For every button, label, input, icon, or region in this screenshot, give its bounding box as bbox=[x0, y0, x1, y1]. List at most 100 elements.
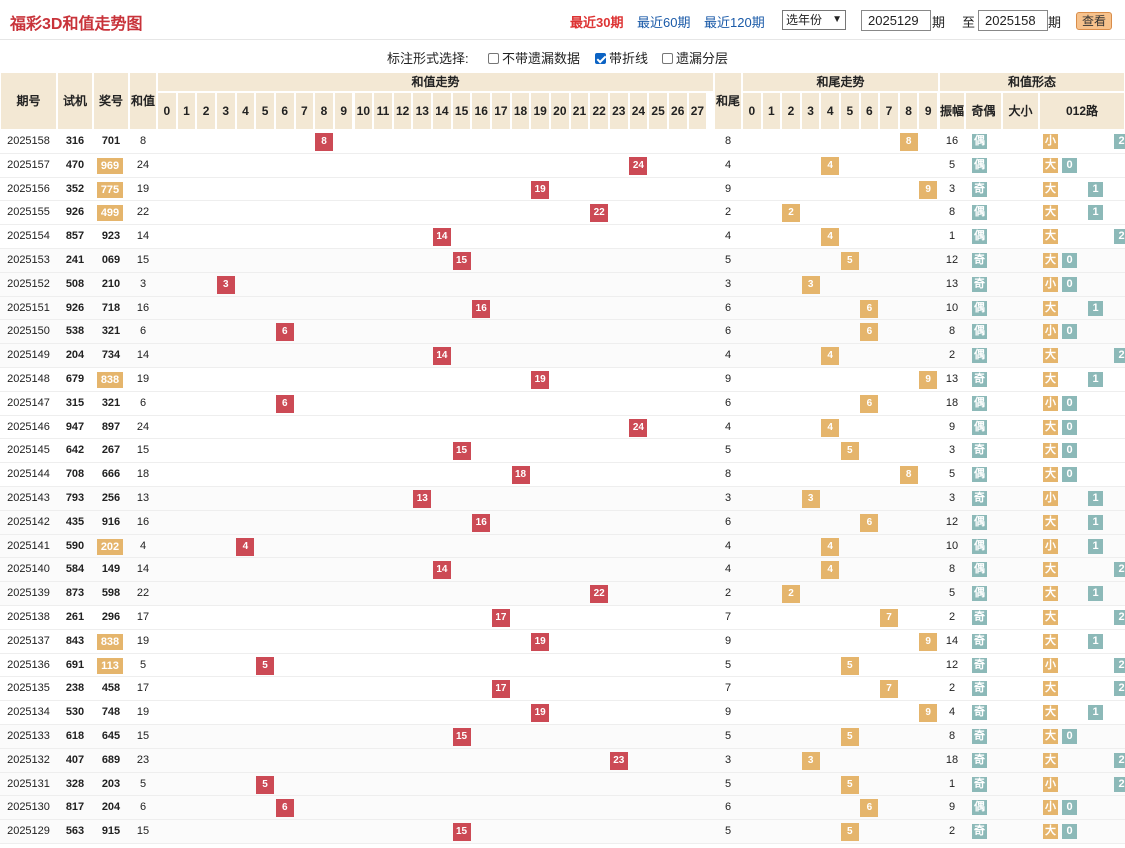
oe-tag: 偶 bbox=[972, 134, 987, 149]
sum-miss-cell bbox=[629, 701, 649, 725]
tail-marker: 9 bbox=[919, 180, 938, 199]
sum-miss-cell bbox=[570, 178, 590, 202]
table-row bbox=[0, 463, 1125, 487]
sum-miss-cell bbox=[609, 320, 629, 344]
option-no-omission[interactable]: 不带遗漏数据 bbox=[488, 48, 580, 67]
r012-tag: 0 bbox=[1062, 800, 1077, 816]
sum-miss-cell bbox=[295, 487, 315, 511]
tail-marker: 4 bbox=[821, 347, 840, 366]
year-select[interactable]: 选年份 ▼ bbox=[782, 10, 846, 30]
tail-marker: 6 bbox=[860, 323, 879, 342]
sum-miss-cell bbox=[354, 535, 374, 559]
sum-miss-cell bbox=[432, 820, 452, 844]
sum-miss-cell bbox=[393, 463, 413, 487]
tail-marker: 5 bbox=[840, 823, 859, 842]
sum-miss-cell bbox=[216, 392, 236, 416]
to-issue-input[interactable]: 2025158 bbox=[978, 10, 1048, 31]
sum-miss-cell bbox=[314, 606, 334, 630]
sum-miss-cell bbox=[471, 749, 491, 773]
sum-miss-cell bbox=[648, 392, 668, 416]
sum-marker: 8 bbox=[315, 132, 334, 151]
sum-miss-cell bbox=[668, 773, 688, 797]
sum-cell: 24 bbox=[136, 420, 150, 433]
bs-tag: 大 bbox=[1043, 229, 1058, 245]
range-60-link[interactable]: 最近60期 bbox=[637, 15, 691, 30]
checkbox-omission-layer[interactable] bbox=[662, 53, 673, 64]
oe-tag: 奇 bbox=[972, 824, 987, 840]
sum-miss-cell bbox=[570, 582, 590, 606]
sum-miss-cell bbox=[157, 558, 177, 582]
view-button[interactable]: 查看 bbox=[1076, 12, 1112, 30]
sum-miss-cell bbox=[255, 154, 275, 178]
tail-marker: 9 bbox=[919, 370, 938, 389]
sum-miss-cell bbox=[314, 463, 334, 487]
header-tail-col: 2 bbox=[781, 92, 801, 130]
checkbox-polyline[interactable] bbox=[595, 53, 606, 64]
issue-cell: 2025141 bbox=[7, 539, 50, 552]
sum-miss-cell bbox=[648, 463, 668, 487]
sum-miss-cell bbox=[629, 225, 649, 249]
sum-marker: 24 bbox=[629, 418, 648, 437]
sum-miss-cell bbox=[688, 487, 708, 511]
sum-miss-cell bbox=[432, 773, 452, 797]
sum-miss-cell bbox=[452, 535, 472, 559]
header-prize: 奖号 bbox=[93, 72, 129, 130]
option-omission-layer[interactable]: 遗漏分层 bbox=[662, 48, 728, 67]
header-tail-col: 8 bbox=[898, 92, 919, 130]
tail-cell: 7 bbox=[724, 611, 732, 623]
sum-miss-cell bbox=[216, 249, 236, 273]
header-sum-col: 9 bbox=[333, 92, 354, 130]
sum-miss-cell bbox=[177, 725, 197, 749]
sum-miss-cell bbox=[412, 463, 432, 487]
sum-miss-cell bbox=[570, 392, 590, 416]
oe-tag: 奇 bbox=[972, 276, 987, 292]
option-polyline[interactable]: 带折线 bbox=[595, 48, 648, 67]
sum-miss-cell bbox=[688, 249, 708, 273]
sum-miss-cell bbox=[157, 725, 177, 749]
sum-miss-cell bbox=[570, 249, 590, 273]
sum-miss-cell bbox=[314, 249, 334, 273]
checkbox-no-omission[interactable] bbox=[488, 53, 499, 64]
sum-miss-cell bbox=[530, 392, 550, 416]
sum-miss-cell bbox=[196, 558, 216, 582]
sum-marker: 4 bbox=[236, 537, 255, 556]
tail-cell: 9 bbox=[724, 182, 732, 195]
sum-miss-cell bbox=[432, 463, 452, 487]
oe-tag: 偶 bbox=[972, 467, 987, 483]
prize-cell: 916 bbox=[101, 515, 121, 528]
amp-cell: 2 bbox=[948, 611, 956, 623]
test-cell: 926 bbox=[65, 301, 85, 314]
header-amp: 振幅 bbox=[939, 92, 965, 130]
sum-miss-cell bbox=[255, 677, 275, 701]
sum-miss-cell bbox=[412, 130, 432, 154]
sum-miss-cell bbox=[216, 654, 236, 678]
sum-miss-cell bbox=[609, 796, 629, 820]
oe-tag: 奇 bbox=[972, 633, 987, 649]
tail-marker: 3 bbox=[801, 751, 820, 770]
sum-miss-cell bbox=[334, 796, 354, 820]
sum-miss-cell bbox=[157, 582, 177, 606]
sum-miss-cell bbox=[668, 654, 688, 678]
sum-miss-cell bbox=[255, 606, 275, 630]
sum-miss-cell bbox=[157, 416, 177, 440]
sum-miss-cell bbox=[452, 273, 472, 297]
sum-miss-cell bbox=[589, 773, 609, 797]
sum-miss-cell bbox=[589, 677, 609, 701]
sum-miss-cell bbox=[491, 297, 511, 321]
sum-miss-cell bbox=[609, 130, 629, 154]
amp-cell: 10 bbox=[945, 301, 959, 314]
range-120-link[interactable]: 最近120期 bbox=[704, 15, 765, 30]
header-sum-col: 19 bbox=[530, 92, 550, 130]
oe-tag: 偶 bbox=[972, 395, 987, 411]
sum-miss-cell bbox=[295, 201, 315, 225]
sum-miss-cell bbox=[609, 725, 629, 749]
range-30-link[interactable]: 最近30期 bbox=[570, 15, 624, 30]
sum-miss-cell bbox=[609, 392, 629, 416]
oe-tag: 奇 bbox=[972, 253, 987, 268]
tail-cell: 5 bbox=[724, 444, 732, 457]
sum-miss-cell bbox=[491, 416, 511, 440]
sum-miss-cell bbox=[275, 154, 295, 178]
sum-miss-cell bbox=[255, 368, 275, 392]
amp-cell: 13 bbox=[945, 277, 959, 290]
from-issue-input[interactable]: 2025129 bbox=[861, 10, 931, 31]
